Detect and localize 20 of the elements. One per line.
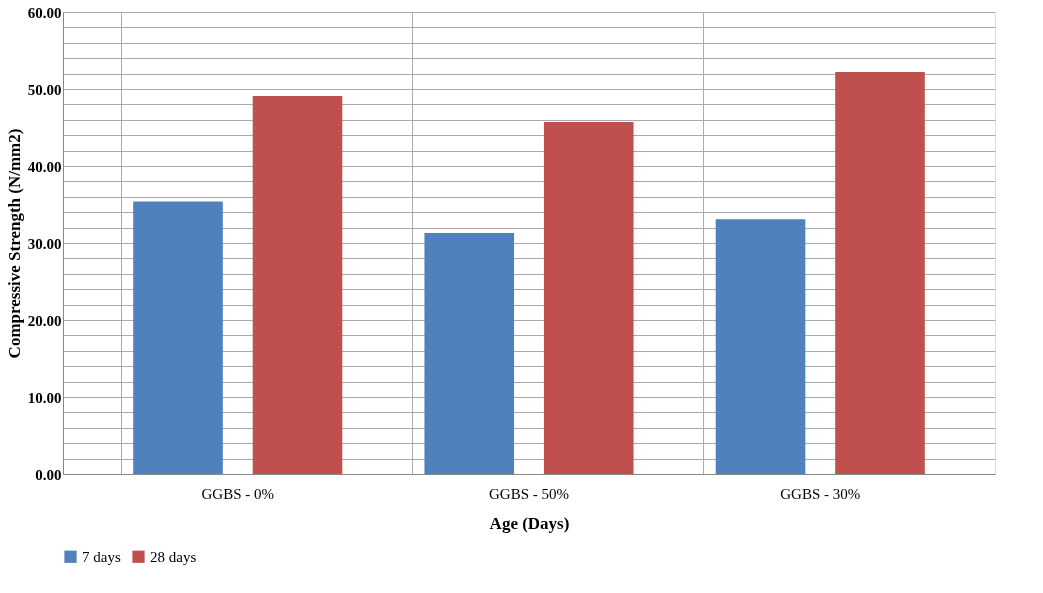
bar [715, 219, 806, 474]
y-tick-label: 30.00 [27, 235, 62, 252]
y-tick-label: 10.00 [27, 389, 62, 406]
y-tick-label: 60.00 [27, 4, 62, 21]
x-tick-label: GGBS - 30% [780, 485, 861, 502]
y-tick-label: 20.00 [27, 312, 62, 329]
x-tick-label: GGBS - 50% [488, 485, 570, 502]
legend-label: 7 days [82, 548, 121, 565]
x-tick-label: GGBS - 0% [201, 485, 275, 502]
y-axis-title: Compressive Strength (N/mm2) [4, 128, 24, 359]
bar [133, 201, 223, 474]
bar [252, 95, 343, 474]
y-tick-label: 50.00 [27, 81, 62, 98]
bar [543, 122, 634, 474]
x-axis-title: Age (Days) [489, 513, 570, 533]
y-tick-label: 40.00 [27, 158, 62, 175]
bar [835, 72, 925, 474]
legend-label: 28 days [150, 548, 197, 565]
bar [424, 232, 515, 474]
y-tick-label: 0.00 [35, 466, 62, 483]
